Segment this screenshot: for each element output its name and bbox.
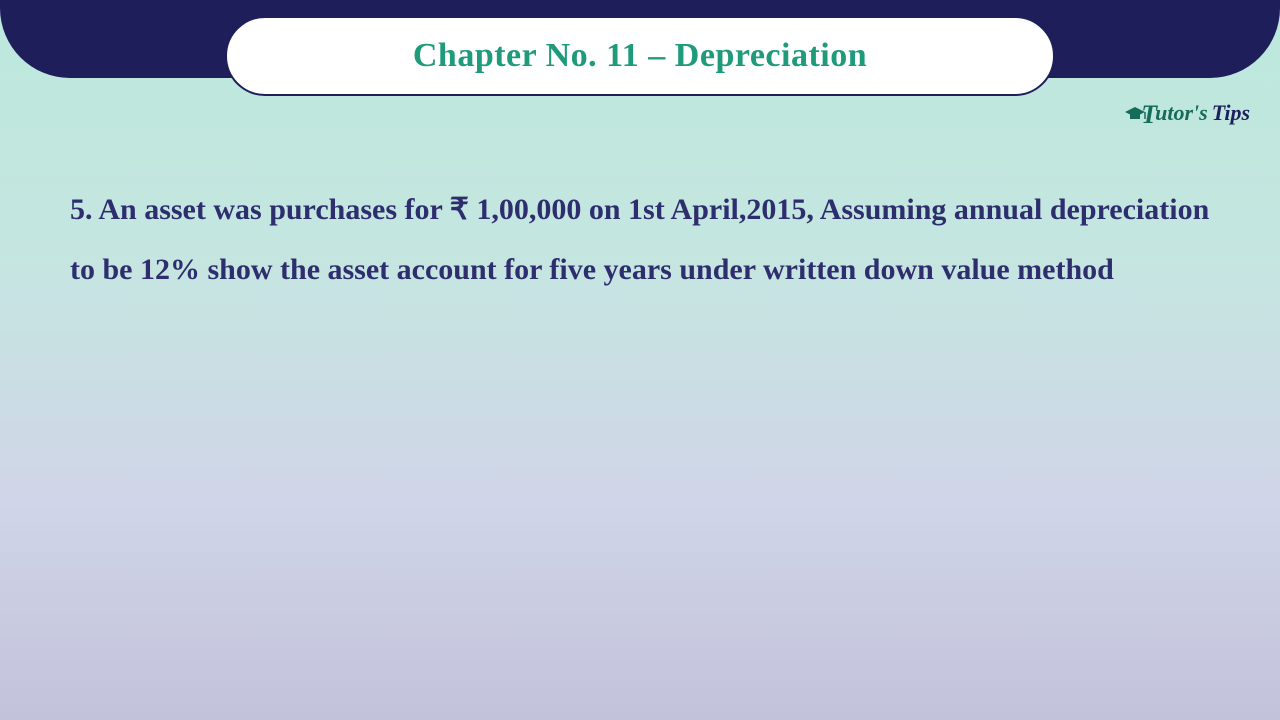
graduation-cap-icon <box>1123 105 1145 121</box>
logo-text-2: Tips <box>1212 100 1250 126</box>
chapter-title: Chapter No. 11 – Depreciation <box>413 37 867 75</box>
logo-text-1: utor's <box>1155 100 1208 126</box>
title-pill: Chapter No. 11 – Depreciation <box>225 16 1055 96</box>
question-text: 5. An asset was purchases for ₹ 1,00,000… <box>70 180 1210 300</box>
brand-logo: T utor's Tips <box>1123 96 1250 130</box>
